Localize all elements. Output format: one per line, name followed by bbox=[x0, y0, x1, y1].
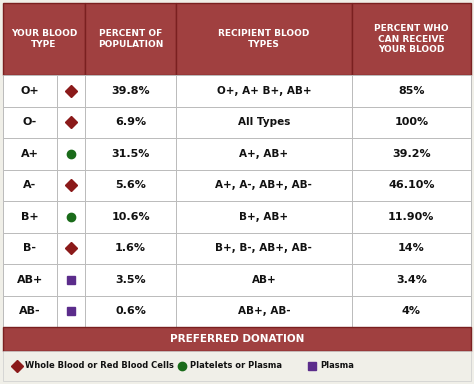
Text: 39.2%: 39.2% bbox=[392, 149, 431, 159]
Bar bbox=[3, 232, 57, 264]
Text: 31.5%: 31.5% bbox=[111, 149, 150, 159]
Text: RECIPIENT BLOOD
TYPES: RECIPIENT BLOOD TYPES bbox=[218, 29, 310, 49]
Bar bbox=[352, 232, 471, 264]
Bar bbox=[3, 169, 57, 201]
Text: A+, AB+: A+, AB+ bbox=[239, 149, 289, 159]
Text: 5.6%: 5.6% bbox=[115, 180, 146, 190]
Bar bbox=[352, 264, 471, 296]
Bar bbox=[176, 169, 352, 201]
Bar bbox=[57, 232, 85, 264]
Text: 39.8%: 39.8% bbox=[111, 86, 150, 96]
Text: 3.5%: 3.5% bbox=[115, 275, 146, 285]
Text: 10.6%: 10.6% bbox=[111, 212, 150, 222]
Text: 3.4%: 3.4% bbox=[396, 275, 427, 285]
Text: 85%: 85% bbox=[398, 86, 425, 96]
Text: B+, AB+: B+, AB+ bbox=[239, 212, 289, 222]
Bar bbox=[85, 3, 176, 75]
Text: AB+: AB+ bbox=[252, 275, 276, 285]
Bar bbox=[352, 201, 471, 232]
Bar bbox=[85, 232, 176, 264]
Text: PERCENT OF
POPULATION: PERCENT OF POPULATION bbox=[98, 29, 163, 49]
Bar bbox=[57, 138, 85, 169]
Bar bbox=[57, 106, 85, 138]
Text: 1.6%: 1.6% bbox=[115, 243, 146, 253]
Text: B-: B- bbox=[23, 243, 36, 253]
Text: PREFERRED DONATION: PREFERRED DONATION bbox=[170, 334, 304, 344]
Text: PERCENT WHO
CAN RECEIVE
YOUR BLOOD: PERCENT WHO CAN RECEIVE YOUR BLOOD bbox=[374, 24, 449, 54]
Text: 46.10%: 46.10% bbox=[388, 180, 435, 190]
Bar bbox=[176, 138, 352, 169]
Text: 6.9%: 6.9% bbox=[115, 117, 146, 127]
Bar bbox=[176, 264, 352, 296]
Bar bbox=[57, 296, 85, 327]
Bar bbox=[85, 75, 176, 106]
Text: B+: B+ bbox=[21, 212, 39, 222]
Bar bbox=[3, 327, 471, 351]
Text: 11.90%: 11.90% bbox=[388, 212, 435, 222]
Bar bbox=[352, 296, 471, 327]
Bar bbox=[57, 201, 85, 232]
Text: O+: O+ bbox=[20, 86, 39, 96]
Text: Plasma: Plasma bbox=[320, 361, 354, 371]
Text: B+, B-, AB+, AB-: B+, B-, AB+, AB- bbox=[216, 243, 312, 253]
Bar bbox=[352, 138, 471, 169]
Text: 0.6%: 0.6% bbox=[115, 306, 146, 316]
Bar bbox=[352, 75, 471, 106]
Bar bbox=[3, 351, 471, 381]
Bar bbox=[176, 75, 352, 106]
Bar bbox=[176, 201, 352, 232]
Text: A-: A- bbox=[23, 180, 36, 190]
Bar bbox=[85, 264, 176, 296]
Bar bbox=[3, 264, 57, 296]
Text: Whole Blood or Red Blood Cells: Whole Blood or Red Blood Cells bbox=[25, 361, 174, 371]
Bar bbox=[352, 169, 471, 201]
Bar bbox=[3, 201, 57, 232]
Bar bbox=[85, 169, 176, 201]
Bar bbox=[176, 232, 352, 264]
Text: O+, A+ B+, AB+: O+, A+ B+, AB+ bbox=[217, 86, 311, 96]
Text: Platelets or Plasma: Platelets or Plasma bbox=[190, 361, 282, 371]
Bar bbox=[57, 264, 85, 296]
Text: A+: A+ bbox=[21, 149, 39, 159]
Bar bbox=[3, 3, 85, 75]
Bar bbox=[3, 75, 57, 106]
Bar bbox=[176, 106, 352, 138]
Text: YOUR BLOOD
TYPE: YOUR BLOOD TYPE bbox=[11, 29, 77, 49]
Bar bbox=[176, 3, 352, 75]
Bar bbox=[352, 106, 471, 138]
Text: AB+, AB-: AB+, AB- bbox=[237, 306, 290, 316]
Bar bbox=[85, 106, 176, 138]
Bar bbox=[57, 75, 85, 106]
Text: AB+: AB+ bbox=[17, 275, 43, 285]
Bar bbox=[85, 296, 176, 327]
Bar bbox=[3, 138, 57, 169]
Text: AB-: AB- bbox=[19, 306, 41, 316]
Bar bbox=[3, 106, 57, 138]
Text: A+, A-, AB+, AB-: A+, A-, AB+, AB- bbox=[216, 180, 312, 190]
Bar bbox=[85, 201, 176, 232]
Text: 14%: 14% bbox=[398, 243, 425, 253]
Text: 4%: 4% bbox=[402, 306, 421, 316]
Bar bbox=[85, 138, 176, 169]
Bar bbox=[352, 3, 471, 75]
Bar bbox=[176, 296, 352, 327]
Bar bbox=[3, 296, 57, 327]
Text: O-: O- bbox=[23, 117, 37, 127]
Text: 100%: 100% bbox=[394, 117, 428, 127]
Text: All Types: All Types bbox=[238, 117, 290, 127]
Bar bbox=[57, 169, 85, 201]
